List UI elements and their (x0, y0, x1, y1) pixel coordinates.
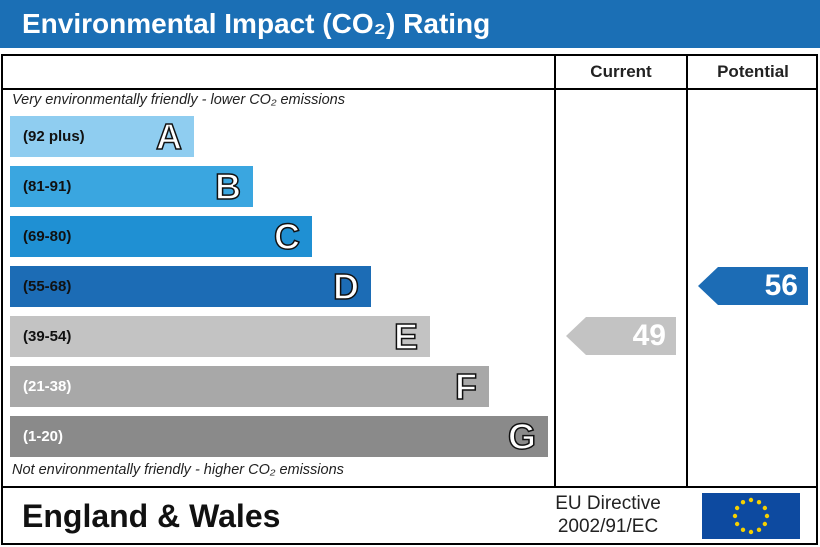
flag-star (748, 497, 754, 503)
region-label: England & Wales (22, 498, 281, 534)
flag-star (756, 499, 762, 505)
flag-star (748, 529, 754, 535)
chart-title: Environmental Impact (CO₂) Rating (0, 0, 820, 48)
band-range-label: (1-20) (23, 428, 64, 445)
column-divider-potential (686, 54, 688, 487)
band-b: (81-91) B (10, 165, 253, 208)
flag-star (734, 521, 740, 527)
eu-directive-line2: 2002/91/EC (557, 516, 659, 537)
band-letter: C (273, 215, 301, 258)
flag-star (734, 505, 740, 511)
band-letter: D (332, 265, 360, 308)
footer-row-divider (1, 486, 818, 488)
band-range-label: (39-54) (23, 328, 72, 345)
flag-star (762, 505, 768, 511)
band-f: (21-38) F (10, 365, 489, 408)
band-letter: B (214, 165, 242, 208)
flag-star (740, 527, 746, 533)
eu-directive-text: EU Directive 2002/91/EC (520, 492, 696, 538)
current-rating-value: 49 (632, 319, 666, 352)
band-range-label: (92 plus) (23, 128, 85, 145)
note-bottom: Not environmentally friendly - higher CO… (12, 462, 344, 478)
column-divider-current (554, 54, 556, 487)
flag-star (732, 513, 738, 519)
band-letter: G (507, 415, 537, 458)
band-letter: F (454, 365, 478, 408)
band-c: (69-80) C (10, 215, 312, 258)
band-range-label: (55-68) (23, 278, 72, 295)
current-column-header: Current (590, 62, 652, 81)
band-range-label: (69-80) (23, 228, 72, 245)
eu-directive-line1: EU Directive (555, 493, 661, 514)
potential-rating-value: 56 (764, 269, 798, 302)
band-letter: E (393, 315, 419, 358)
band-e: (39-54) E (10, 315, 430, 358)
band-range-label: (81-91) (23, 178, 72, 195)
potential-rating-arrow: 56 (698, 267, 808, 305)
flag-star (740, 499, 746, 505)
band-d: (55-68) D (10, 265, 371, 308)
flag-star (764, 513, 770, 519)
band-g: (1-20) G (10, 415, 548, 458)
header-row-divider (1, 88, 818, 90)
band-range-label: (21-38) (23, 378, 72, 395)
note-top: Very environmentally friendly - lower CO… (12, 92, 345, 108)
band-letter: A (155, 115, 183, 158)
flag-star (762, 521, 768, 527)
chart-frame (1, 54, 818, 545)
eu-flag-icon (702, 493, 800, 539)
band-a: (92 plus) A (10, 115, 194, 158)
potential-column-header: Potential (717, 62, 789, 81)
flag-star (756, 527, 762, 533)
current-rating-arrow: 49 (566, 317, 676, 355)
